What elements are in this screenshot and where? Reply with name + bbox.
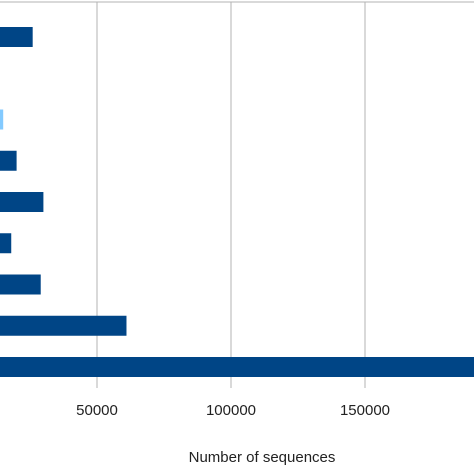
bar — [0, 109, 4, 130]
x-tick-label: 50000 — [76, 402, 118, 419]
bar — [0, 233, 12, 254]
bar — [0, 27, 33, 47]
bar — [0, 150, 17, 171]
bar — [0, 357, 474, 377]
x-tick-label: 100000 — [206, 402, 256, 419]
x-axis-label: Number of sequences — [189, 449, 336, 466]
bar — [0, 315, 127, 336]
bar — [0, 274, 41, 295]
bar — [0, 192, 44, 212]
x-tick-label: 150000 — [340, 402, 390, 419]
